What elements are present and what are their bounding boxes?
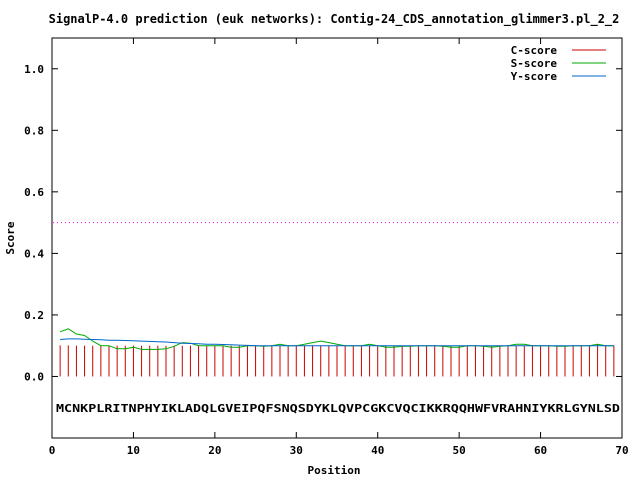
sequence-label: MCNKPLRITNPHYIKLADQLGVEIPQFSNQSDYKLQVPCG…	[56, 402, 620, 415]
x-tick-label: 0	[49, 444, 56, 457]
x-axis-label: Position	[308, 464, 361, 477]
plot-area	[53, 222, 621, 377]
x-tick-label: 50	[453, 444, 466, 457]
s-score-line	[59, 328, 614, 350]
y-axis-label: Score	[4, 221, 17, 254]
c-score-impulses	[59, 344, 615, 377]
x-tick-label: 60	[534, 444, 547, 457]
chart-title: SignalP-4.0 prediction (euk networks): C…	[49, 12, 620, 27]
x-axis: 0 10 20 30 40 50 60 70	[49, 38, 629, 457]
legend-label-y-score: Y-score	[511, 70, 558, 83]
legend-label-c-score: C-score	[511, 44, 558, 57]
y-score-line	[60, 338, 614, 347]
y-axis: 0.0 0.2 0.4 0.6 0.8 1.0	[24, 63, 622, 383]
x-tick-label: 10	[127, 444, 140, 457]
plot-frame	[51, 37, 623, 439]
x-tick-label: 20	[208, 444, 221, 457]
x-tick-label: 70	[615, 444, 628, 457]
y-tick-label: 0.4	[24, 247, 44, 260]
legend-label-s-score: S-score	[511, 57, 558, 70]
x-tick-label: 30	[290, 444, 303, 457]
y-tick-label: 0.2	[24, 309, 44, 322]
y-tick-label: 0.0	[24, 370, 44, 383]
y-tick-label: 0.6	[24, 186, 44, 199]
y-tick-label: 0.8	[24, 124, 44, 137]
y-tick-label: 1.0	[24, 63, 44, 76]
x-tick-label: 40	[371, 444, 384, 457]
